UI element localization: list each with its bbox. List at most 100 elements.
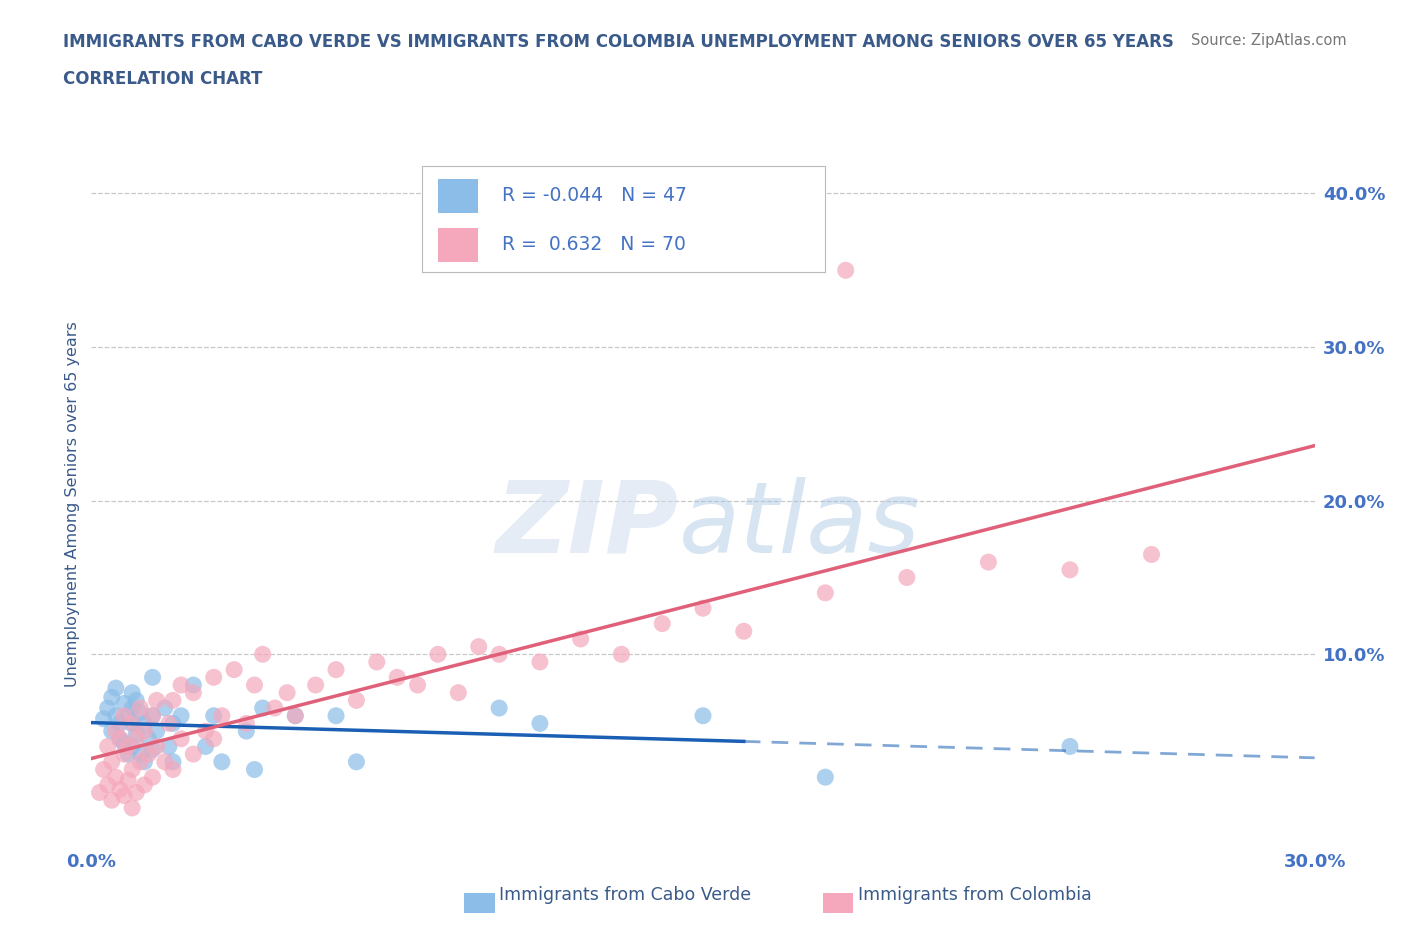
Text: CORRELATION CHART: CORRELATION CHART bbox=[63, 70, 263, 87]
Point bbox=[129, 700, 152, 715]
Point bbox=[157, 739, 180, 754]
Point bbox=[1059, 739, 1081, 754]
Point bbox=[129, 705, 152, 720]
Point bbox=[104, 681, 127, 696]
Point bbox=[651, 617, 673, 631]
Point bbox=[447, 685, 470, 700]
Point bbox=[406, 678, 429, 693]
Point bbox=[264, 700, 287, 715]
Point bbox=[108, 782, 131, 797]
Point bbox=[101, 724, 124, 738]
Point bbox=[134, 716, 156, 731]
Point bbox=[346, 693, 368, 708]
Point bbox=[304, 678, 326, 693]
Point bbox=[183, 685, 205, 700]
Point bbox=[112, 736, 135, 751]
Point bbox=[138, 747, 160, 762]
Point bbox=[284, 709, 307, 724]
Point bbox=[134, 724, 156, 738]
Point bbox=[117, 739, 139, 754]
Point bbox=[93, 711, 115, 726]
Point bbox=[112, 788, 135, 803]
Point bbox=[202, 731, 225, 746]
Point bbox=[145, 693, 167, 708]
Point bbox=[896, 570, 918, 585]
Point bbox=[141, 709, 163, 724]
Point bbox=[1059, 563, 1081, 578]
Point bbox=[157, 716, 180, 731]
Point bbox=[101, 792, 124, 807]
Point bbox=[211, 754, 233, 769]
Text: IMMIGRANTS FROM CABO VERDE VS IMMIGRANTS FROM COLOMBIA UNEMPLOYMENT AMONG SENIOR: IMMIGRANTS FROM CABO VERDE VS IMMIGRANTS… bbox=[63, 33, 1174, 50]
Point bbox=[121, 801, 143, 816]
Point bbox=[121, 685, 143, 700]
Point bbox=[97, 700, 120, 715]
Point bbox=[129, 754, 152, 769]
Point bbox=[488, 647, 510, 662]
Point bbox=[835, 263, 858, 278]
Point bbox=[194, 739, 217, 754]
Text: Source: ZipAtlas.com: Source: ZipAtlas.com bbox=[1191, 33, 1347, 47]
Point bbox=[153, 700, 176, 715]
Point bbox=[235, 724, 257, 738]
Point bbox=[1140, 547, 1163, 562]
Point bbox=[97, 739, 120, 754]
Point bbox=[814, 585, 837, 600]
Point bbox=[488, 700, 510, 715]
Text: atlas: atlas bbox=[679, 476, 920, 574]
Point bbox=[243, 678, 266, 693]
Point bbox=[117, 709, 139, 724]
Text: Immigrants from Colombia: Immigrants from Colombia bbox=[858, 885, 1091, 904]
Point bbox=[108, 731, 131, 746]
Point bbox=[162, 693, 184, 708]
Point bbox=[145, 724, 167, 738]
Point bbox=[346, 754, 368, 769]
Text: Immigrants from Cabo Verde: Immigrants from Cabo Verde bbox=[499, 885, 751, 904]
Point bbox=[101, 690, 124, 705]
Point bbox=[162, 762, 184, 777]
Point bbox=[108, 731, 131, 746]
Point bbox=[569, 631, 592, 646]
Point bbox=[104, 770, 127, 785]
Point bbox=[692, 709, 714, 724]
Point bbox=[134, 754, 156, 769]
Point bbox=[733, 624, 755, 639]
Point bbox=[170, 709, 193, 724]
Point bbox=[108, 716, 131, 731]
Point bbox=[125, 785, 148, 800]
Text: ZIP: ZIP bbox=[495, 476, 679, 574]
Point bbox=[145, 739, 167, 754]
Point bbox=[121, 762, 143, 777]
Point bbox=[112, 696, 135, 711]
Point bbox=[121, 739, 143, 754]
Point bbox=[101, 754, 124, 769]
Point bbox=[222, 662, 246, 677]
Point bbox=[141, 670, 163, 684]
Point bbox=[243, 762, 266, 777]
Point bbox=[153, 754, 176, 769]
Y-axis label: Unemployment Among Seniors over 65 years: Unemployment Among Seniors over 65 years bbox=[65, 322, 80, 687]
Point bbox=[194, 724, 217, 738]
Point bbox=[252, 647, 274, 662]
Point bbox=[125, 693, 148, 708]
Point bbox=[284, 709, 307, 724]
Point bbox=[325, 709, 347, 724]
Point bbox=[138, 731, 160, 746]
Point bbox=[117, 747, 139, 762]
Point bbox=[366, 655, 388, 670]
Point bbox=[977, 554, 1000, 569]
Point bbox=[89, 785, 111, 800]
Point bbox=[235, 716, 257, 731]
Point bbox=[529, 655, 551, 670]
Point bbox=[170, 678, 193, 693]
Point bbox=[183, 678, 205, 693]
Point bbox=[211, 709, 233, 724]
Point bbox=[112, 747, 135, 762]
Point bbox=[529, 716, 551, 731]
Point bbox=[141, 742, 163, 757]
Point bbox=[325, 662, 347, 677]
Point bbox=[202, 670, 225, 684]
Point bbox=[117, 773, 139, 788]
Point bbox=[252, 700, 274, 715]
Point bbox=[125, 726, 148, 741]
